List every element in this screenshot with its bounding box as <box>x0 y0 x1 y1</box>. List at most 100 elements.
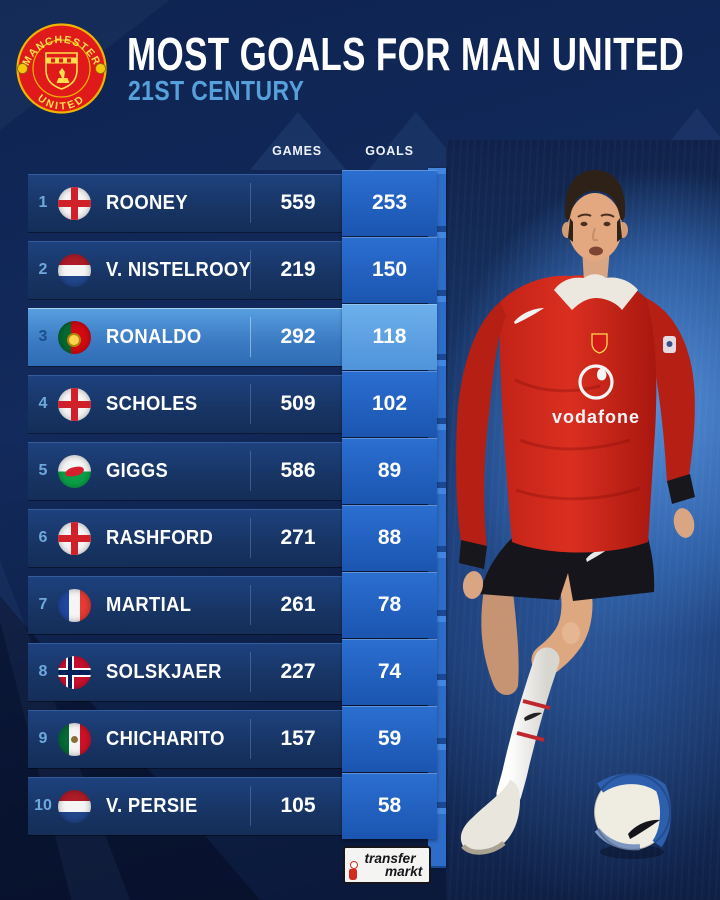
flag-icon-netherlands <box>58 789 91 823</box>
player-name: V. NISTELROOY <box>106 258 252 281</box>
flag-icon-norway <box>58 655 91 689</box>
player-right-arm <box>456 302 506 599</box>
games-value: 227 <box>280 660 316 683</box>
table-row: 8 SOLSKJAER 227 74 <box>28 639 437 705</box>
games-value: 105 <box>280 794 316 817</box>
rank-label: 3 <box>38 328 48 345</box>
club-crest-patch <box>591 333 608 354</box>
goals-value-box: 59 <box>342 706 437 772</box>
goals-value-box: 150 <box>342 237 437 303</box>
flag-icon-france <box>58 588 91 622</box>
nike-swoosh-icon <box>628 819 660 839</box>
goals-value-box: 118 <box>342 304 437 370</box>
premier-league-badge <box>663 336 676 353</box>
rank-label: 8 <box>38 663 48 680</box>
table-row: 1 ROONEY 559 253 <box>28 170 437 236</box>
transfermarkt-mascot-icon <box>348 861 358 880</box>
table-row: 9 CHICHARITO 157 59 <box>28 706 437 772</box>
player-left-arm <box>644 298 695 538</box>
rank-label: 10 <box>34 797 52 814</box>
games-value: 586 <box>280 459 316 482</box>
player-head <box>554 170 638 310</box>
player-front-leg <box>460 558 593 855</box>
goals-value-box: 58 <box>342 773 437 839</box>
player-photo-ronaldo: 7 <box>456 170 695 859</box>
goals-value: 78 <box>377 593 402 616</box>
flag-icon-england <box>58 186 91 220</box>
games-value: 157 <box>280 727 316 750</box>
player-shorts: 7 <box>480 520 655 601</box>
goals-value: 59 <box>377 727 402 750</box>
player-back-leg <box>481 578 519 695</box>
player-name: RONALDO <box>106 325 202 348</box>
goals-value: 102 <box>371 392 408 415</box>
table-row: 7 MARTIAL 261 78 <box>28 572 437 638</box>
flag-icon-mexico <box>58 722 91 756</box>
column-header-goals: GOALS <box>365 144 414 158</box>
page-title: MOST GOALS FOR MAN UNITED <box>127 28 685 80</box>
goals-value-box: 88 <box>342 505 437 571</box>
flag-icon-england <box>58 387 91 421</box>
nike-swoosh-icon <box>524 712 542 721</box>
shirt-number: 7 <box>606 520 620 548</box>
table-row: 4 SCHOLES 509 102 <box>28 371 437 437</box>
jersey-badges: vodafone <box>514 308 676 427</box>
page-subtitle: 21ST CENTURY <box>128 75 305 106</box>
transfermarkt-logo-line2: markt <box>384 863 423 879</box>
nike-swoosh-icon <box>586 548 608 562</box>
goals-value: 253 <box>371 191 408 214</box>
rank-label: 1 <box>38 194 48 211</box>
jersey-sponsor-text: vodafone <box>552 407 640 427</box>
goals-value-box: 89 <box>342 438 437 504</box>
stadium-backdrop <box>446 140 720 900</box>
flag-icon-wales <box>58 454 91 488</box>
games-value: 292 <box>280 325 316 348</box>
player-name: RASHFORD <box>106 526 214 549</box>
flag-icon-england <box>58 521 91 555</box>
player-name: GIGGS <box>106 459 169 482</box>
table-row: 2 V. NISTELROOY 219 150 <box>28 237 437 303</box>
table-row: 6 RASHFORD 271 88 <box>28 505 437 571</box>
background-chevron <box>368 112 464 170</box>
goals-value: 74 <box>377 660 402 683</box>
player-name: ROONEY <box>106 191 188 214</box>
football <box>593 773 671 859</box>
goals-value: 88 <box>377 526 402 549</box>
column-header-games: GAMES <box>272 144 322 158</box>
rank-label: 4 <box>38 395 48 412</box>
ranking-table: 1 ROONEY 559 253 2 V. NISTELROOY 219 150… <box>28 170 437 844</box>
boot <box>460 780 520 853</box>
player-name: SCHOLES <box>106 392 198 415</box>
goals-value-box: 74 <box>342 639 437 705</box>
nike-swoosh-icon <box>514 308 544 324</box>
rank-label: 9 <box>38 730 48 747</box>
flag-icon-portugal <box>58 320 91 354</box>
transfermarkt-logo: transfer markt <box>343 846 431 884</box>
rank-label: 5 <box>38 462 48 479</box>
games-value: 219 <box>280 258 316 281</box>
goals-value: 58 <box>377 794 402 817</box>
games-value: 509 <box>280 392 316 415</box>
goals-value-box: 78 <box>342 572 437 638</box>
man-united-crest: MANCHESTER UNITED <box>16 23 107 114</box>
games-value: 261 <box>280 593 316 616</box>
flag-icon-netherlands <box>58 253 91 287</box>
player-torso <box>500 275 657 553</box>
transfermarkt-logo-line1: transfer <box>364 850 416 866</box>
table-row: 5 GIGGS 586 89 <box>28 438 437 504</box>
games-value: 271 <box>280 526 316 549</box>
table-row: 10 V. PERSIE 105 58 <box>28 773 437 839</box>
background-chevron <box>652 108 720 164</box>
rank-label: 2 <box>38 261 48 278</box>
goals-value-box: 253 <box>342 170 437 236</box>
goals-value: 118 <box>372 325 407 348</box>
goals-value: 89 <box>377 459 402 482</box>
player-name: V. PERSIE <box>106 794 198 817</box>
games-value: 559 <box>280 191 316 214</box>
player-name: MARTIAL <box>106 593 192 616</box>
background-chevron <box>250 112 346 170</box>
player-name: CHICHARITO <box>106 727 225 750</box>
rank-label: 7 <box>38 596 48 613</box>
table-row-highlighted: 3 RONALDO 292 118 <box>28 304 437 370</box>
